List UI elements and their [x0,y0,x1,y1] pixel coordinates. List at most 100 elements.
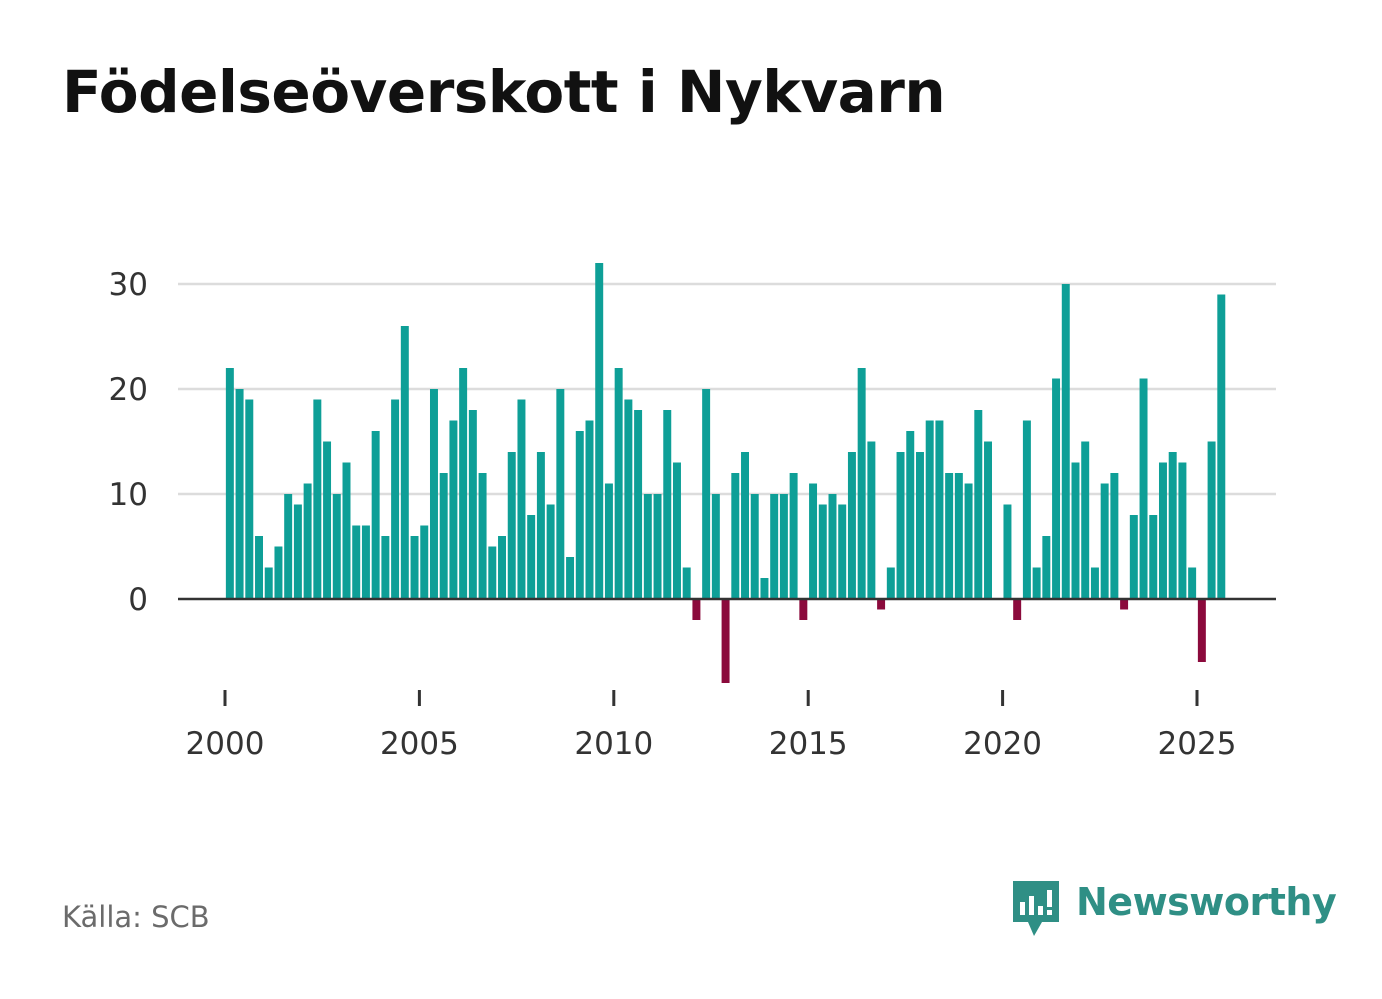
source-note: Källa: SCB [62,900,210,934]
bar [614,368,623,599]
bar [847,452,856,599]
bar [604,483,613,599]
bar [255,536,263,599]
bar [323,441,332,599]
bar [692,599,701,620]
bar [1168,452,1177,599]
bar [556,389,565,599]
bar [721,599,730,683]
bar [1100,483,1109,599]
bar [643,494,652,599]
bar [1139,378,1148,599]
bar [896,452,905,599]
bar [381,536,390,599]
bar [760,578,769,599]
bar [663,410,672,599]
bar [410,536,419,599]
bar [886,567,895,599]
bar [478,473,487,599]
x-tick-label: 2000 [186,726,265,762]
bar [984,441,992,599]
bar [974,410,983,599]
bar [945,473,954,599]
bar [429,389,438,599]
bar [1197,599,1206,662]
bar [877,599,886,610]
bar [906,431,915,599]
bar [449,420,458,599]
bar [935,420,944,599]
bar [915,452,924,599]
bar [332,494,341,599]
bar [818,504,827,599]
bar [517,399,526,599]
bar [595,263,604,599]
bar [1071,462,1080,599]
bar [245,399,254,599]
bar [498,536,506,599]
bar [303,483,312,599]
bar [634,410,643,599]
bar [789,473,798,599]
bar [1003,504,1012,599]
bar [274,546,283,599]
y-tick-label: 20 [109,372,148,408]
bar [711,494,720,599]
bar [809,483,818,599]
bar [585,420,594,599]
y-tick-label: 10 [109,477,148,513]
y-tick-label: 30 [109,267,148,303]
bar [1042,536,1051,599]
bar [1188,567,1197,599]
bar [420,525,429,599]
newsworthy-logo-icon [1013,881,1059,936]
bar [1061,284,1070,599]
bar [682,567,691,599]
x-tick-label: 2010 [574,726,653,762]
bar [1149,515,1158,599]
bar [1052,378,1061,599]
bar [391,399,400,599]
bar [225,368,234,599]
bar [342,462,351,599]
bar [702,389,711,599]
newsworthy-logo[interactable]: Newsworthy [1010,878,1337,942]
bar [313,399,322,599]
bar [1032,567,1041,599]
bar [566,557,575,599]
bar [527,515,536,599]
bar [235,389,244,599]
bar [507,452,516,599]
x-tick-label: 2025 [1158,726,1237,762]
x-tick-label: 2015 [769,726,848,762]
bar [1081,441,1090,599]
bar [779,494,788,599]
bar [468,410,477,599]
bar [352,525,361,599]
bar [546,504,555,599]
bar [264,567,273,599]
bar [672,462,681,599]
bar [1022,420,1031,599]
bar [799,599,808,620]
bar [400,326,409,599]
bar [770,494,779,599]
bar [1090,567,1099,599]
axes: 0 10 20 30 2000 2005 2010 2015 2020 2025 [109,267,1276,762]
bar [459,368,468,599]
gridlines [178,282,1276,496]
bar [954,473,963,599]
bar [575,431,584,599]
bar [1013,599,1022,620]
bar [964,483,973,599]
bar [371,431,380,599]
x-tick-label: 2005 [380,726,459,762]
bar [1120,599,1129,610]
bar [838,504,847,599]
bar [284,494,293,599]
bar [1129,515,1138,599]
bar [741,452,749,599]
bar [828,494,837,599]
bars [225,263,1226,683]
